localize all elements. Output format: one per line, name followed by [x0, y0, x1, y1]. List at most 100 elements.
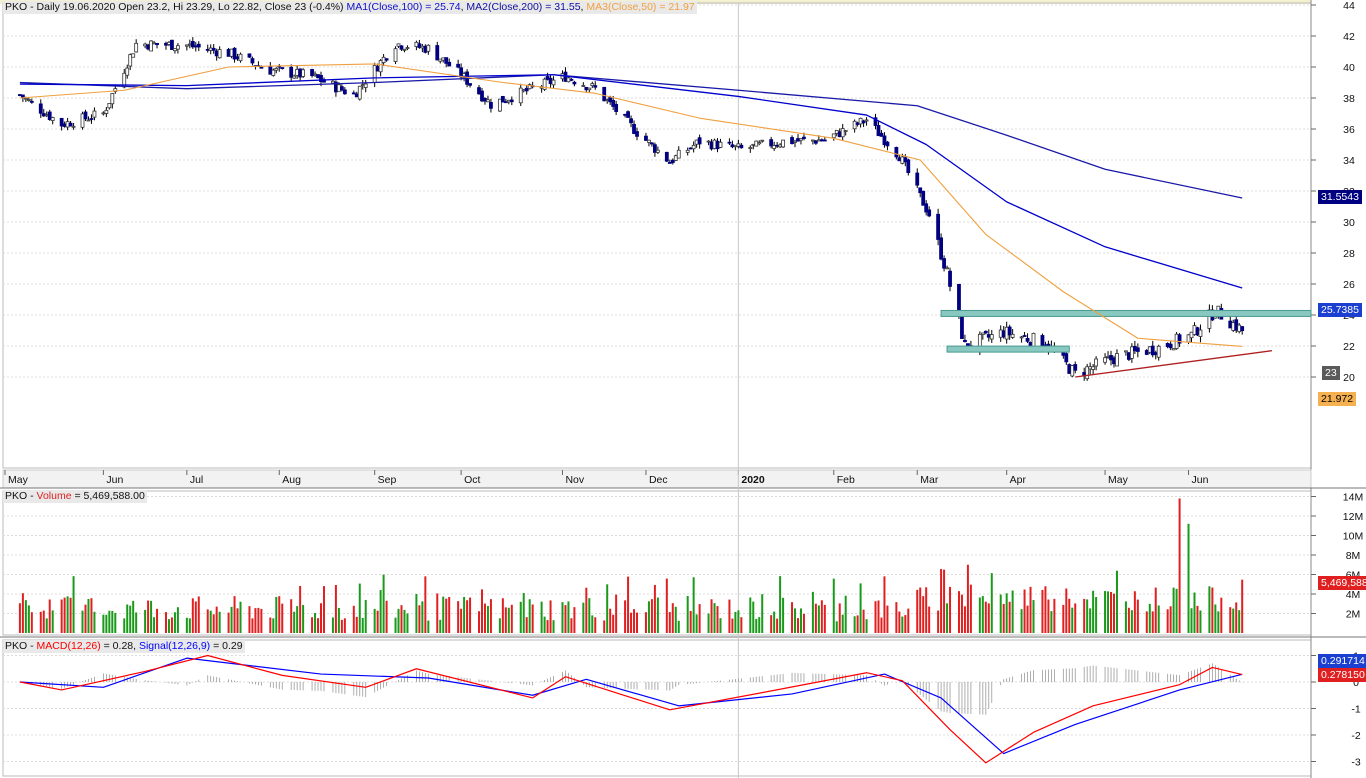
price-header: PKO - Daily 19.06.2020 Open 23.2, Hi 23.…	[3, 1, 697, 14]
macd-tick-label: 0	[1353, 677, 1359, 689]
candle-body	[170, 39, 174, 50]
candle-body	[468, 83, 472, 86]
volume-bar	[209, 610, 212, 633]
candle-body	[927, 209, 932, 217]
price-candles	[18, 37, 1245, 381]
volume-bar	[197, 596, 200, 633]
ma2-legend: MA2(Close,200) = 31.55	[466, 1, 581, 13]
volume-bar	[176, 607, 179, 633]
candle-body	[414, 41, 419, 47]
candle-body	[730, 144, 735, 148]
legend-sep: -	[27, 490, 37, 502]
candle-body	[1040, 335, 1045, 348]
volume-bar	[749, 597, 752, 633]
candle-body	[840, 128, 845, 138]
volume-bar	[1053, 598, 1056, 633]
volume-bar	[895, 602, 898, 633]
candle-body	[569, 78, 574, 81]
volume-bar	[573, 607, 576, 633]
candle-body	[497, 98, 502, 112]
candle-body	[885, 141, 890, 147]
volume-bar	[1124, 601, 1127, 633]
candle-body	[924, 203, 929, 213]
candle-body	[1231, 322, 1236, 331]
candle-body	[1031, 332, 1036, 348]
candle-body	[635, 131, 639, 137]
candle-body	[521, 89, 526, 92]
volume-bar	[466, 600, 469, 633]
volume-bar	[230, 606, 233, 633]
volume-bar	[233, 596, 236, 633]
volume-tick-label: 14M	[1343, 492, 1363, 504]
candle-body	[632, 123, 636, 134]
volume-bar	[689, 610, 692, 633]
volume-bar	[799, 608, 802, 633]
candle-body	[545, 76, 550, 80]
volume-bar	[290, 599, 293, 633]
candle-body	[23, 97, 28, 100]
volume-bar	[21, 593, 24, 633]
candle-body	[342, 89, 347, 95]
candle-body	[292, 75, 297, 79]
volume-bar	[1178, 498, 1181, 633]
volume-bar	[820, 600, 823, 633]
candle-body	[208, 47, 213, 51]
volume-bar	[185, 617, 188, 633]
candle-body	[295, 68, 300, 76]
volume-bar	[489, 599, 492, 633]
volume-bar	[1095, 597, 1098, 633]
volume-bar	[549, 600, 552, 633]
volume-bar	[1217, 611, 1220, 633]
volume-bar	[752, 601, 755, 633]
macd-tick-label: -1	[1351, 704, 1360, 716]
candle-body	[41, 113, 46, 117]
volume-bar	[728, 599, 731, 633]
volume-bar	[320, 603, 323, 633]
volume-tick-label: 4M	[1346, 589, 1361, 601]
volume-bar	[981, 596, 984, 633]
price-symbol: PKO	[5, 1, 28, 13]
volume-bar	[114, 612, 117, 633]
volume-bar	[1235, 602, 1238, 633]
volume-bar	[624, 600, 627, 633]
candle-body	[363, 83, 368, 88]
volume-bar	[1062, 604, 1065, 633]
volume-bar	[173, 612, 176, 633]
candle-body	[837, 131, 842, 138]
volume-bar	[1127, 607, 1130, 633]
candle-body	[405, 47, 410, 49]
candle-body	[420, 45, 425, 49]
candle-body	[1186, 334, 1191, 343]
volume-bar	[698, 604, 701, 633]
volume-bar	[1029, 586, 1032, 633]
volume-bar	[761, 594, 764, 633]
x-tick-label: Aug	[282, 474, 301, 486]
candle-body	[1240, 326, 1245, 332]
volume-bar	[540, 601, 543, 633]
volume-bar	[1107, 591, 1110, 633]
legend-sep: -	[27, 640, 37, 652]
candle-body	[1004, 326, 1009, 340]
volume-bar	[1112, 593, 1115, 633]
candle-body	[313, 73, 317, 76]
volume-bar	[686, 595, 689, 633]
volume-bar	[72, 576, 75, 633]
volume-bar	[928, 606, 931, 633]
volume-bar	[436, 593, 439, 633]
volume-tick-label: 8M	[1346, 550, 1361, 562]
candle-body	[608, 97, 613, 103]
candle-body	[354, 93, 359, 98]
candle-body	[143, 43, 148, 47]
volume-bar	[1133, 591, 1136, 633]
signal-value-tag: 0.291714	[1318, 654, 1366, 668]
volume-bar	[925, 587, 928, 633]
volume-bar	[293, 611, 296, 633]
price-tick-label: 42	[1343, 31, 1355, 43]
candle-body	[760, 139, 765, 142]
candle-body	[47, 111, 52, 121]
candle-body	[796, 138, 800, 142]
candle-body	[858, 117, 863, 125]
candle-body	[83, 111, 88, 120]
volume-bar	[93, 611, 96, 633]
